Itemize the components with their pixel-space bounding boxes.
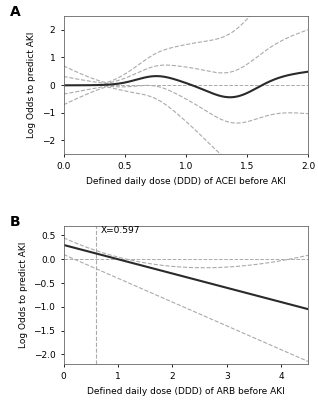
Y-axis label: Log Odds to predict AKI: Log Odds to predict AKI [27, 32, 37, 138]
Text: A: A [10, 5, 20, 19]
Text: X=0.597: X=0.597 [100, 226, 140, 234]
X-axis label: Defined daily dose (DDD) of ACEI before AKI: Defined daily dose (DDD) of ACEI before … [86, 177, 286, 186]
X-axis label: Defined daily dose (DDD) of ARB before AKI: Defined daily dose (DDD) of ARB before A… [87, 387, 285, 396]
Text: B: B [10, 215, 20, 229]
Y-axis label: Log Odds to predict AKI: Log Odds to predict AKI [19, 242, 28, 348]
